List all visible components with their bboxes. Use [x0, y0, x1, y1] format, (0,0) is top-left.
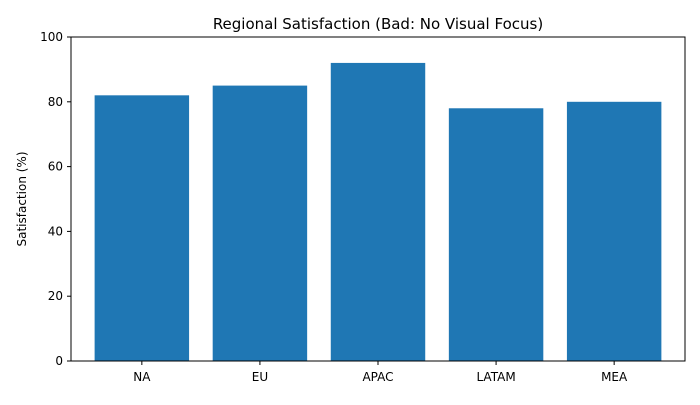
- y-tick-label: 40: [48, 224, 63, 238]
- x-axis: NA EU APAC LATAM MEA: [133, 361, 628, 384]
- chart-title: Regional Satisfaction (Bad: No Visual Fo…: [213, 15, 543, 33]
- x-tick-label: EU: [252, 370, 268, 384]
- plot-frame: [70, 36, 686, 362]
- y-tick-label: 0: [55, 354, 63, 368]
- x-tick-label: APAC: [362, 370, 393, 384]
- x-tick-label: LATAM: [476, 370, 515, 384]
- x-tick-label: NA: [133, 370, 151, 384]
- x-tick-label: MEA: [601, 370, 628, 384]
- bar-eu: [212, 85, 308, 361]
- y-tick-label: 20: [48, 289, 63, 303]
- bar-mea: [566, 101, 662, 362]
- bar-na: [94, 95, 190, 361]
- y-tick-label: 80: [48, 95, 63, 109]
- y-tick-label: 100: [40, 30, 63, 44]
- y-tick-label: 60: [48, 160, 63, 174]
- bar-latam: [448, 108, 544, 361]
- bars-group: [94, 62, 662, 362]
- bar-apac: [330, 62, 426, 362]
- y-axis-label: Satisfaction (%): [15, 151, 29, 246]
- y-axis: 0 20 40 60 80 100: [40, 30, 71, 368]
